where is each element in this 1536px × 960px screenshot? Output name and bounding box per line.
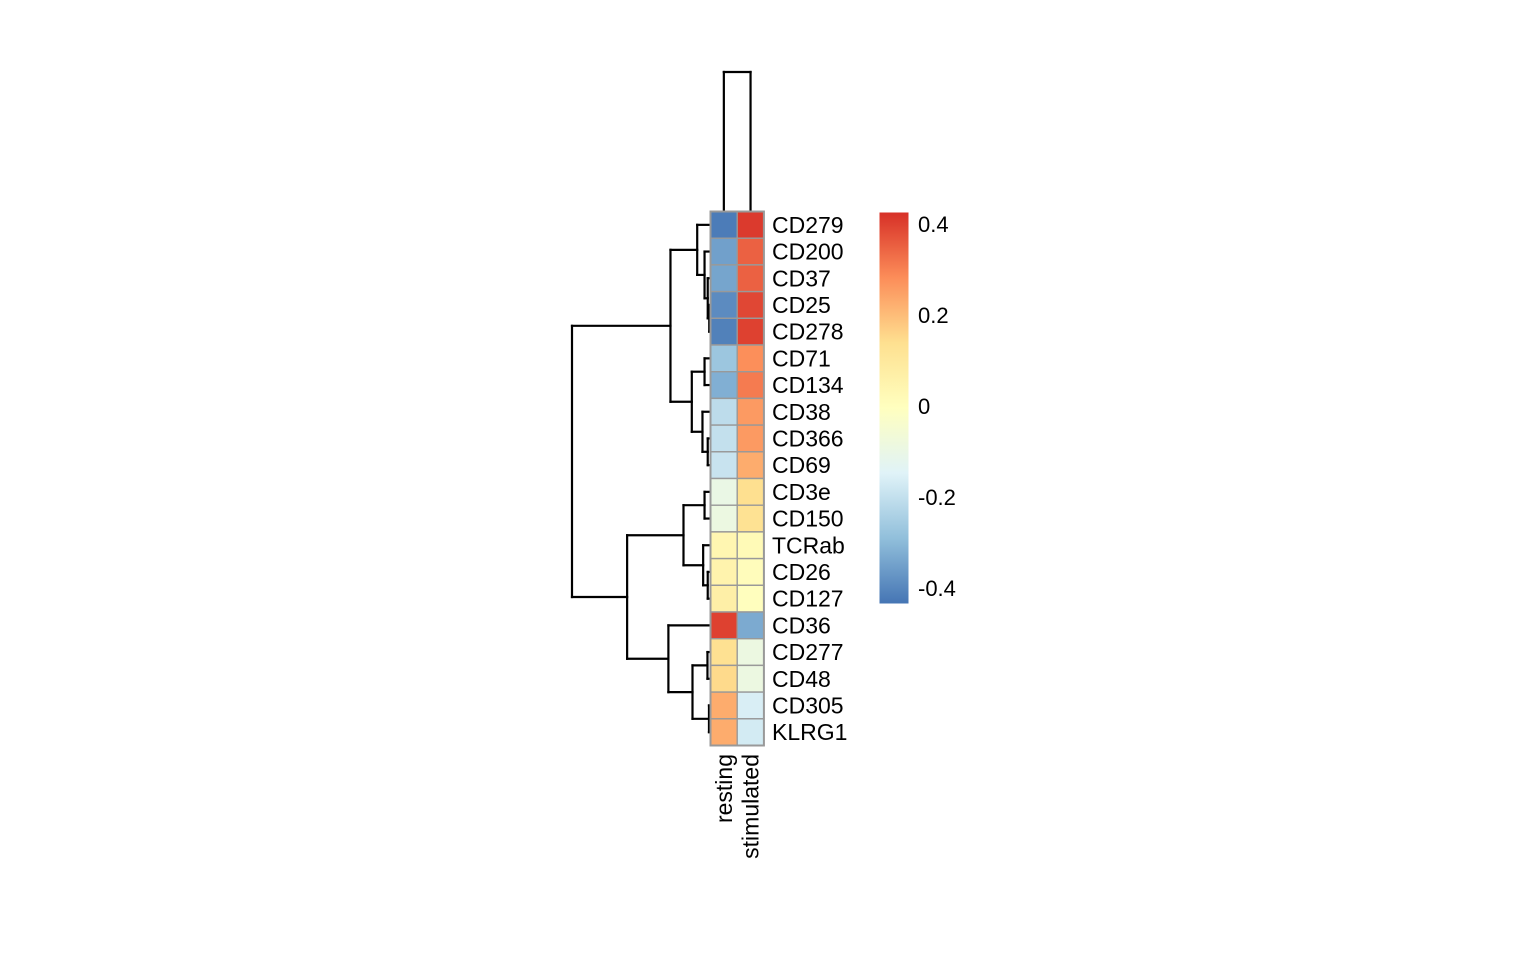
column-dendrogram xyxy=(722,70,752,213)
column-label: resting xyxy=(711,754,737,823)
row-label: CD127 xyxy=(772,586,844,612)
row-label: CD48 xyxy=(772,666,831,692)
row-label: TCRab xyxy=(772,532,845,558)
row-label: KLRG1 xyxy=(772,719,847,745)
legend-tick-label: 0.2 xyxy=(918,303,949,328)
heatmap-cell xyxy=(736,664,765,693)
row-label: CD200 xyxy=(772,239,844,265)
row-label: CD150 xyxy=(772,506,844,532)
heatmap-cell xyxy=(736,584,765,613)
heatmap-cell xyxy=(709,371,738,400)
row-label: CD279 xyxy=(772,212,844,238)
heatmap-cell xyxy=(736,531,765,560)
row-label: CD277 xyxy=(772,639,844,665)
legend-bar xyxy=(879,212,909,604)
heatmap-cell xyxy=(709,237,738,266)
row-label: CD25 xyxy=(772,292,831,318)
heatmap-cell xyxy=(709,691,738,720)
row-label: CD37 xyxy=(772,265,831,291)
heatmap-cell xyxy=(709,451,738,480)
heatmap-cell xyxy=(709,664,738,693)
row-label: CD26 xyxy=(772,559,831,585)
heatmap-cell xyxy=(709,477,738,506)
heatmap-cell xyxy=(709,397,738,426)
color-legend: 0.4 0.2 0 -0.2 -0.4 xyxy=(879,212,956,604)
heatmap-cell xyxy=(709,264,738,293)
heatmap-cell xyxy=(709,584,738,613)
heatmap-cell xyxy=(736,611,765,640)
heatmap-cell xyxy=(709,424,738,453)
heatmap-grid xyxy=(709,210,765,747)
heatmap-cell xyxy=(736,424,765,453)
heatmap-cell xyxy=(709,718,738,747)
heatmap-cell xyxy=(736,397,765,426)
heatmap-cell xyxy=(709,317,738,346)
row-label: CD366 xyxy=(772,425,844,451)
heatmap-cell xyxy=(736,557,765,586)
heatmap-cell xyxy=(709,531,738,560)
row-label: CD38 xyxy=(772,399,831,425)
heatmap-cell xyxy=(736,638,765,667)
row-label: CD71 xyxy=(772,345,831,371)
heatmap-cell xyxy=(709,504,738,533)
heatmap-cell xyxy=(736,264,765,293)
heatmap-cell xyxy=(736,317,765,346)
row-label: CD69 xyxy=(772,452,831,478)
row-label: CD278 xyxy=(772,319,844,345)
heatmap-cell xyxy=(709,290,738,320)
legend-tick-label: -0.2 xyxy=(918,485,956,510)
row-label: CD305 xyxy=(772,692,844,718)
heatmap-frame xyxy=(709,210,765,747)
heatmap-cell xyxy=(736,504,765,533)
heatmap-cell xyxy=(736,210,765,239)
heatmap-cell xyxy=(709,210,738,239)
column-labels: resting stimulated xyxy=(711,754,764,859)
row-label: CD36 xyxy=(772,612,831,638)
heatmap-cell xyxy=(736,691,765,720)
heatmap-cell xyxy=(736,371,765,400)
heatmap-cell xyxy=(709,611,738,640)
legend-tick-label: 0 xyxy=(918,394,930,419)
heatmap-cell xyxy=(736,290,765,320)
legend-tick-label: -0.4 xyxy=(918,576,956,601)
row-dendrogram xyxy=(570,223,712,734)
row-label: CD3e xyxy=(772,479,831,505)
heatmap-cell xyxy=(709,344,738,373)
column-label: stimulated xyxy=(738,754,764,859)
heatmap-cell xyxy=(736,477,765,506)
heatmap-cell xyxy=(709,638,738,667)
heatmap-cell xyxy=(736,237,765,266)
heatmap-cell xyxy=(709,557,738,586)
heatmap-cell xyxy=(736,451,765,480)
legend-tick-label: 0.4 xyxy=(918,212,949,237)
heatmap-cell xyxy=(736,718,765,747)
row-label: CD134 xyxy=(772,372,844,398)
row-labels: CD279CD200CD37CD25CD278CD71CD134CD38CD36… xyxy=(772,212,847,745)
heatmap-cell xyxy=(736,344,765,373)
